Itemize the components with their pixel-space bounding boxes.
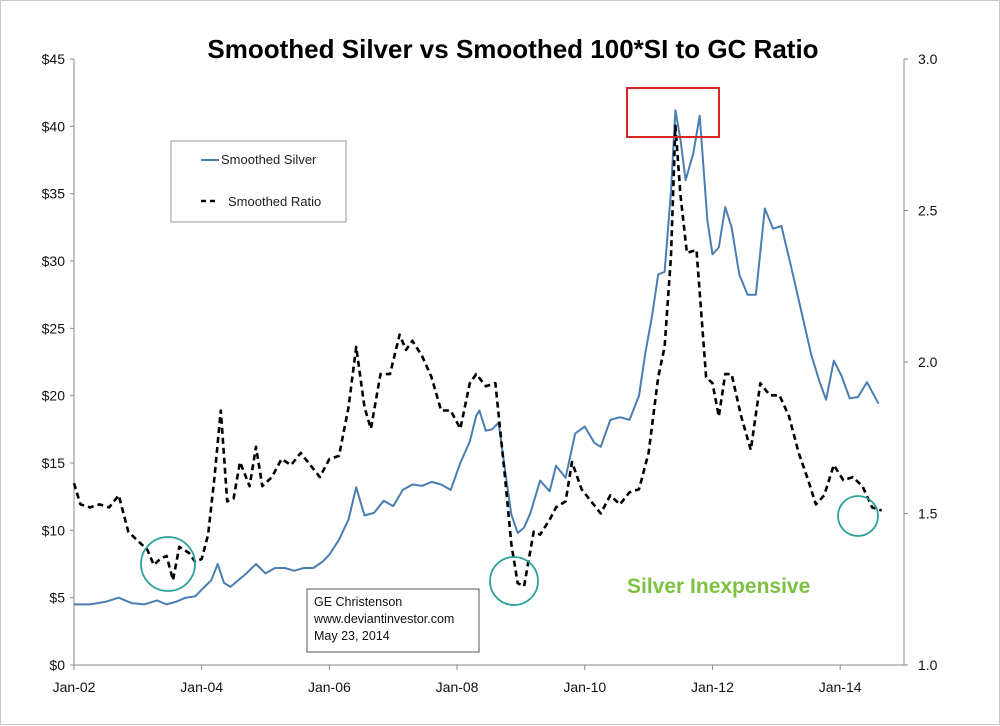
left-tick-label: $0: [49, 657, 65, 673]
x-tick-label: Jan-14: [819, 679, 862, 695]
legend: Smoothed Silver Smoothed Ratio: [170, 140, 347, 223]
legend-label-silver: Smoothed Silver: [221, 152, 317, 167]
silver-inexpensive-note: Silver Inexpensive: [627, 575, 810, 598]
low-circle-2003: [140, 536, 196, 592]
chart-title: Smoothed Silver vs Smoothed 100*SI to GC…: [207, 34, 818, 64]
right-tick-label: 1.5: [918, 506, 938, 522]
x-tick-label: Jan-06: [308, 679, 351, 695]
left-tick-label: $5: [49, 590, 65, 606]
smoothed-silver-line: [74, 109, 880, 606]
series-layer: [72, 109, 883, 606]
credit-box-frame: [306, 588, 480, 653]
low-circle-2008: [489, 556, 539, 606]
right-tick-label: 1.0: [918, 657, 938, 673]
right-tick-label: 3.0: [918, 51, 938, 67]
smoothed-ratio-line: [72, 124, 883, 588]
left-tick-label: $25: [42, 320, 66, 336]
left-tick-label: $45: [42, 51, 66, 67]
left-tick-label: $20: [42, 388, 66, 404]
x-tick-label: Jan-02: [53, 679, 96, 695]
low-circle-2014: [837, 495, 879, 537]
left-tick-label: $30: [42, 253, 66, 269]
x-tick-label: Jan-04: [180, 679, 223, 695]
x-tick-label: Jan-08: [436, 679, 479, 695]
legend-box: [170, 140, 347, 223]
x-axis-ticks: Jan-02 Jan-04 Jan-06 Jan-08 Jan-10 Jan-12 Jan-…: [53, 665, 862, 695]
credit-date: May 23, 2014: [314, 629, 390, 643]
left-tick-label: $15: [42, 455, 66, 471]
credit-author: GE Christenson: [314, 595, 402, 609]
legend-label-ratio: Smoothed Ratio: [228, 194, 321, 209]
left-tick-label: $10: [42, 522, 66, 538]
x-tick-label: Jan-10: [563, 679, 606, 695]
right-tick-label: 2.5: [918, 203, 938, 219]
credit-website: www.deviantinvestor.com: [313, 612, 454, 626]
x-tick-label: Jan-12: [691, 679, 734, 695]
left-tick-label: $40: [42, 118, 66, 134]
peak-highlight-box: [626, 87, 720, 138]
left-axis-ticks: $0 $5 $10 $15 $20 $25 $30 $35 $40 $45: [42, 51, 74, 673]
right-tick-label: 2.0: [918, 354, 938, 370]
left-tick-label: $35: [42, 186, 66, 202]
credit-box: GE Christenson www.deviantinvestor.com M…: [306, 588, 480, 653]
right-axis-ticks: 1.0 1.5 2.0 2.5 3.0: [904, 51, 938, 673]
